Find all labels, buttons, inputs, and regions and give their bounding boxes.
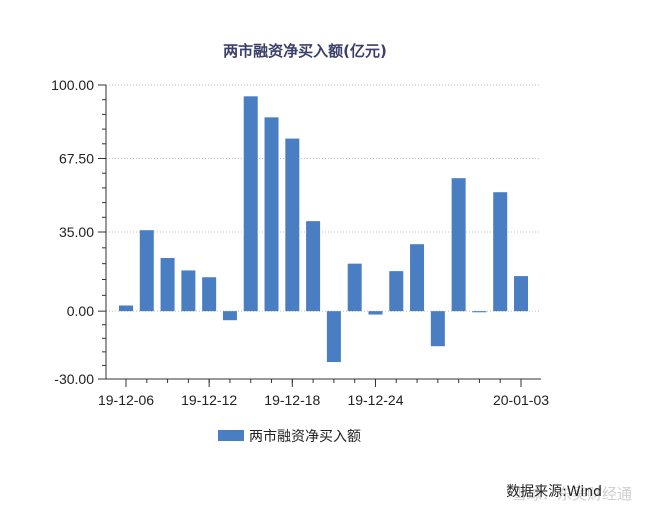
bar (368, 311, 383, 315)
bar (326, 311, 341, 363)
bar (514, 276, 528, 312)
y-tick-label: 100.00 (51, 77, 94, 93)
x-tick-label: 19-12-06 (98, 392, 154, 408)
bar (202, 277, 217, 312)
y-tick-label: 67.50 (59, 151, 94, 167)
bar (306, 221, 321, 312)
bar (347, 263, 362, 312)
bar (493, 192, 508, 312)
x-tick-label: 20-01-03 (493, 392, 549, 408)
bar (264, 117, 279, 312)
x-tick-label: 19-12-18 (264, 392, 320, 408)
x-tick-labels: 19-12-06 19-12-12 19-12-18 19-12-24 20-01-03 (98, 392, 549, 408)
y-tick-labels: 100.00 67.50 35.00 0.00 -30.00 (51, 77, 94, 387)
bar (389, 271, 404, 312)
bar (139, 230, 154, 312)
axes (98, 84, 541, 387)
bar (243, 96, 258, 312)
bar (430, 311, 445, 347)
watermark: 雪球：东吴财经通 (512, 485, 632, 503)
bar (222, 311, 237, 321)
legend-label: 两市融资净买入额 (249, 428, 361, 445)
x-tick-label: 19-12-12 (181, 392, 237, 408)
x-tick-label: 19-12-24 (347, 392, 403, 408)
legend-swatch (218, 430, 244, 441)
bar-series (119, 96, 528, 363)
grid-lines (106, 84, 541, 380)
bar (119, 305, 133, 312)
y-tick-label: 0.00 (67, 303, 94, 319)
bar (285, 138, 300, 312)
bar (181, 270, 196, 312)
bar (472, 311, 487, 313)
legend: 两市融资净买入额 (218, 428, 361, 445)
y-tick-label: -30.00 (54, 371, 94, 387)
y-tick-label: 35.00 (59, 224, 94, 240)
bar (410, 244, 425, 312)
bar (160, 258, 175, 312)
chart-title: 两市融资净买入额(亿元) (223, 42, 387, 60)
bar (451, 178, 466, 312)
data-source-note: 数据来源:Wind (506, 484, 602, 500)
